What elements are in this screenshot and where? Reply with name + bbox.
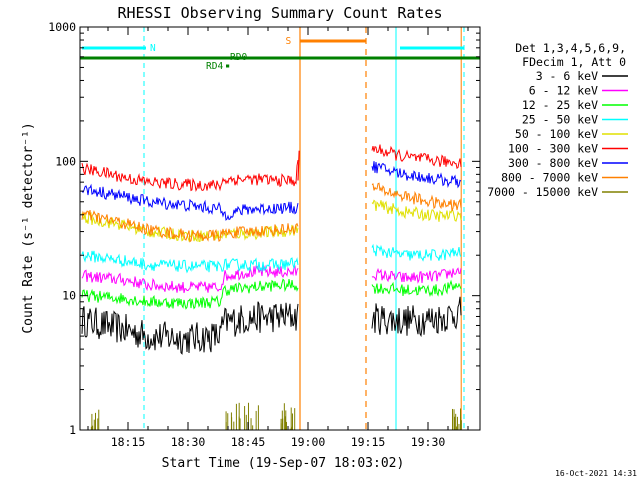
- legend-entry-label: 3 - 6 keV: [536, 69, 598, 83]
- y-tick-label: 1000: [48, 20, 76, 34]
- series-line-12-25-kev-seg2: [371, 279, 462, 298]
- legend-entry-label: 7000 - 15000 keV: [487, 185, 598, 199]
- chart-title: RHESSI Observing Summary Count Rates: [117, 4, 442, 22]
- x-tick-label: 18:30: [171, 435, 206, 449]
- legend-entry-label: 25 - 50 keV: [522, 113, 598, 127]
- legend-entry-label: 300 - 800 keV: [508, 156, 598, 170]
- series-line-25-50-kev-seg1: [81, 250, 299, 274]
- y-axis-label: Count Rate (s⁻¹ detector⁻¹): [21, 122, 36, 333]
- legend-entry-label: 12 - 25 keV: [522, 98, 598, 112]
- series-line-300-800-kev-seg1: [81, 183, 299, 221]
- legend-entry-label: 6 - 12 keV: [529, 84, 598, 98]
- series-line-100-300-kev-seg2: [371, 144, 462, 170]
- series-line-100-300-kev-seg1: [81, 160, 299, 192]
- legend-header-line-2: FDecim 1, Att 0: [522, 55, 626, 69]
- plot-area: [80, 27, 480, 430]
- x-tick-label: 18:45: [231, 435, 266, 449]
- series-line-25-50-kev-seg2: [371, 243, 462, 262]
- footer-date: 16-Oct-2021 14:31: [555, 469, 637, 478]
- legend-entry-label: 800 - 7000 keV: [501, 171, 598, 185]
- y-tick-label: 100: [55, 154, 76, 168]
- legend: Det 1,3,4,5,6,9, FDecim 1, Att 0 3 - 6 k…: [487, 41, 628, 199]
- series-line-3-6-kev-seg2: [371, 296, 462, 338]
- annotation-rd4: RD4: [206, 61, 223, 72]
- annotation-s: S: [285, 36, 291, 47]
- x-tick-label: 19:30: [411, 435, 446, 449]
- legend-entry-label: 100 - 300 keV: [508, 142, 598, 156]
- x-tick-label: 19:00: [291, 435, 326, 449]
- series-line-6-12-kev-seg2: [371, 267, 462, 284]
- series-spike-100-300-kev: [297, 150, 300, 181]
- series-line-800-7000-kev-seg2: [371, 182, 462, 212]
- annotation-n: N: [150, 43, 156, 54]
- series-line-50-100-kev-seg2: [371, 199, 462, 222]
- legend-entry-label: 50 - 100 keV: [515, 127, 598, 141]
- plot-frame: [79, 26, 481, 431]
- x-tick-label: 19:15: [351, 435, 386, 449]
- x-axis-label: Start Time (19-Sep-07 18:03:02): [162, 456, 405, 471]
- legend-header-line-1: Det 1,3,4,5,6,9,: [515, 41, 626, 55]
- annotation-rd0: RD0: [230, 52, 247, 63]
- series-line-300-800-kev-seg2: [371, 161, 462, 189]
- series-line-6-12-kev-seg1: [81, 264, 299, 294]
- x-tick-label: 18:15: [111, 435, 146, 449]
- series-line-3-6-kev-seg1: [81, 301, 299, 355]
- y-tick-label: 1: [69, 423, 76, 437]
- series-line-800-7000-kev-seg1: [81, 210, 299, 243]
- series-line-12-25-kev-seg1: [81, 278, 299, 310]
- y-tick-label: 10: [62, 289, 76, 303]
